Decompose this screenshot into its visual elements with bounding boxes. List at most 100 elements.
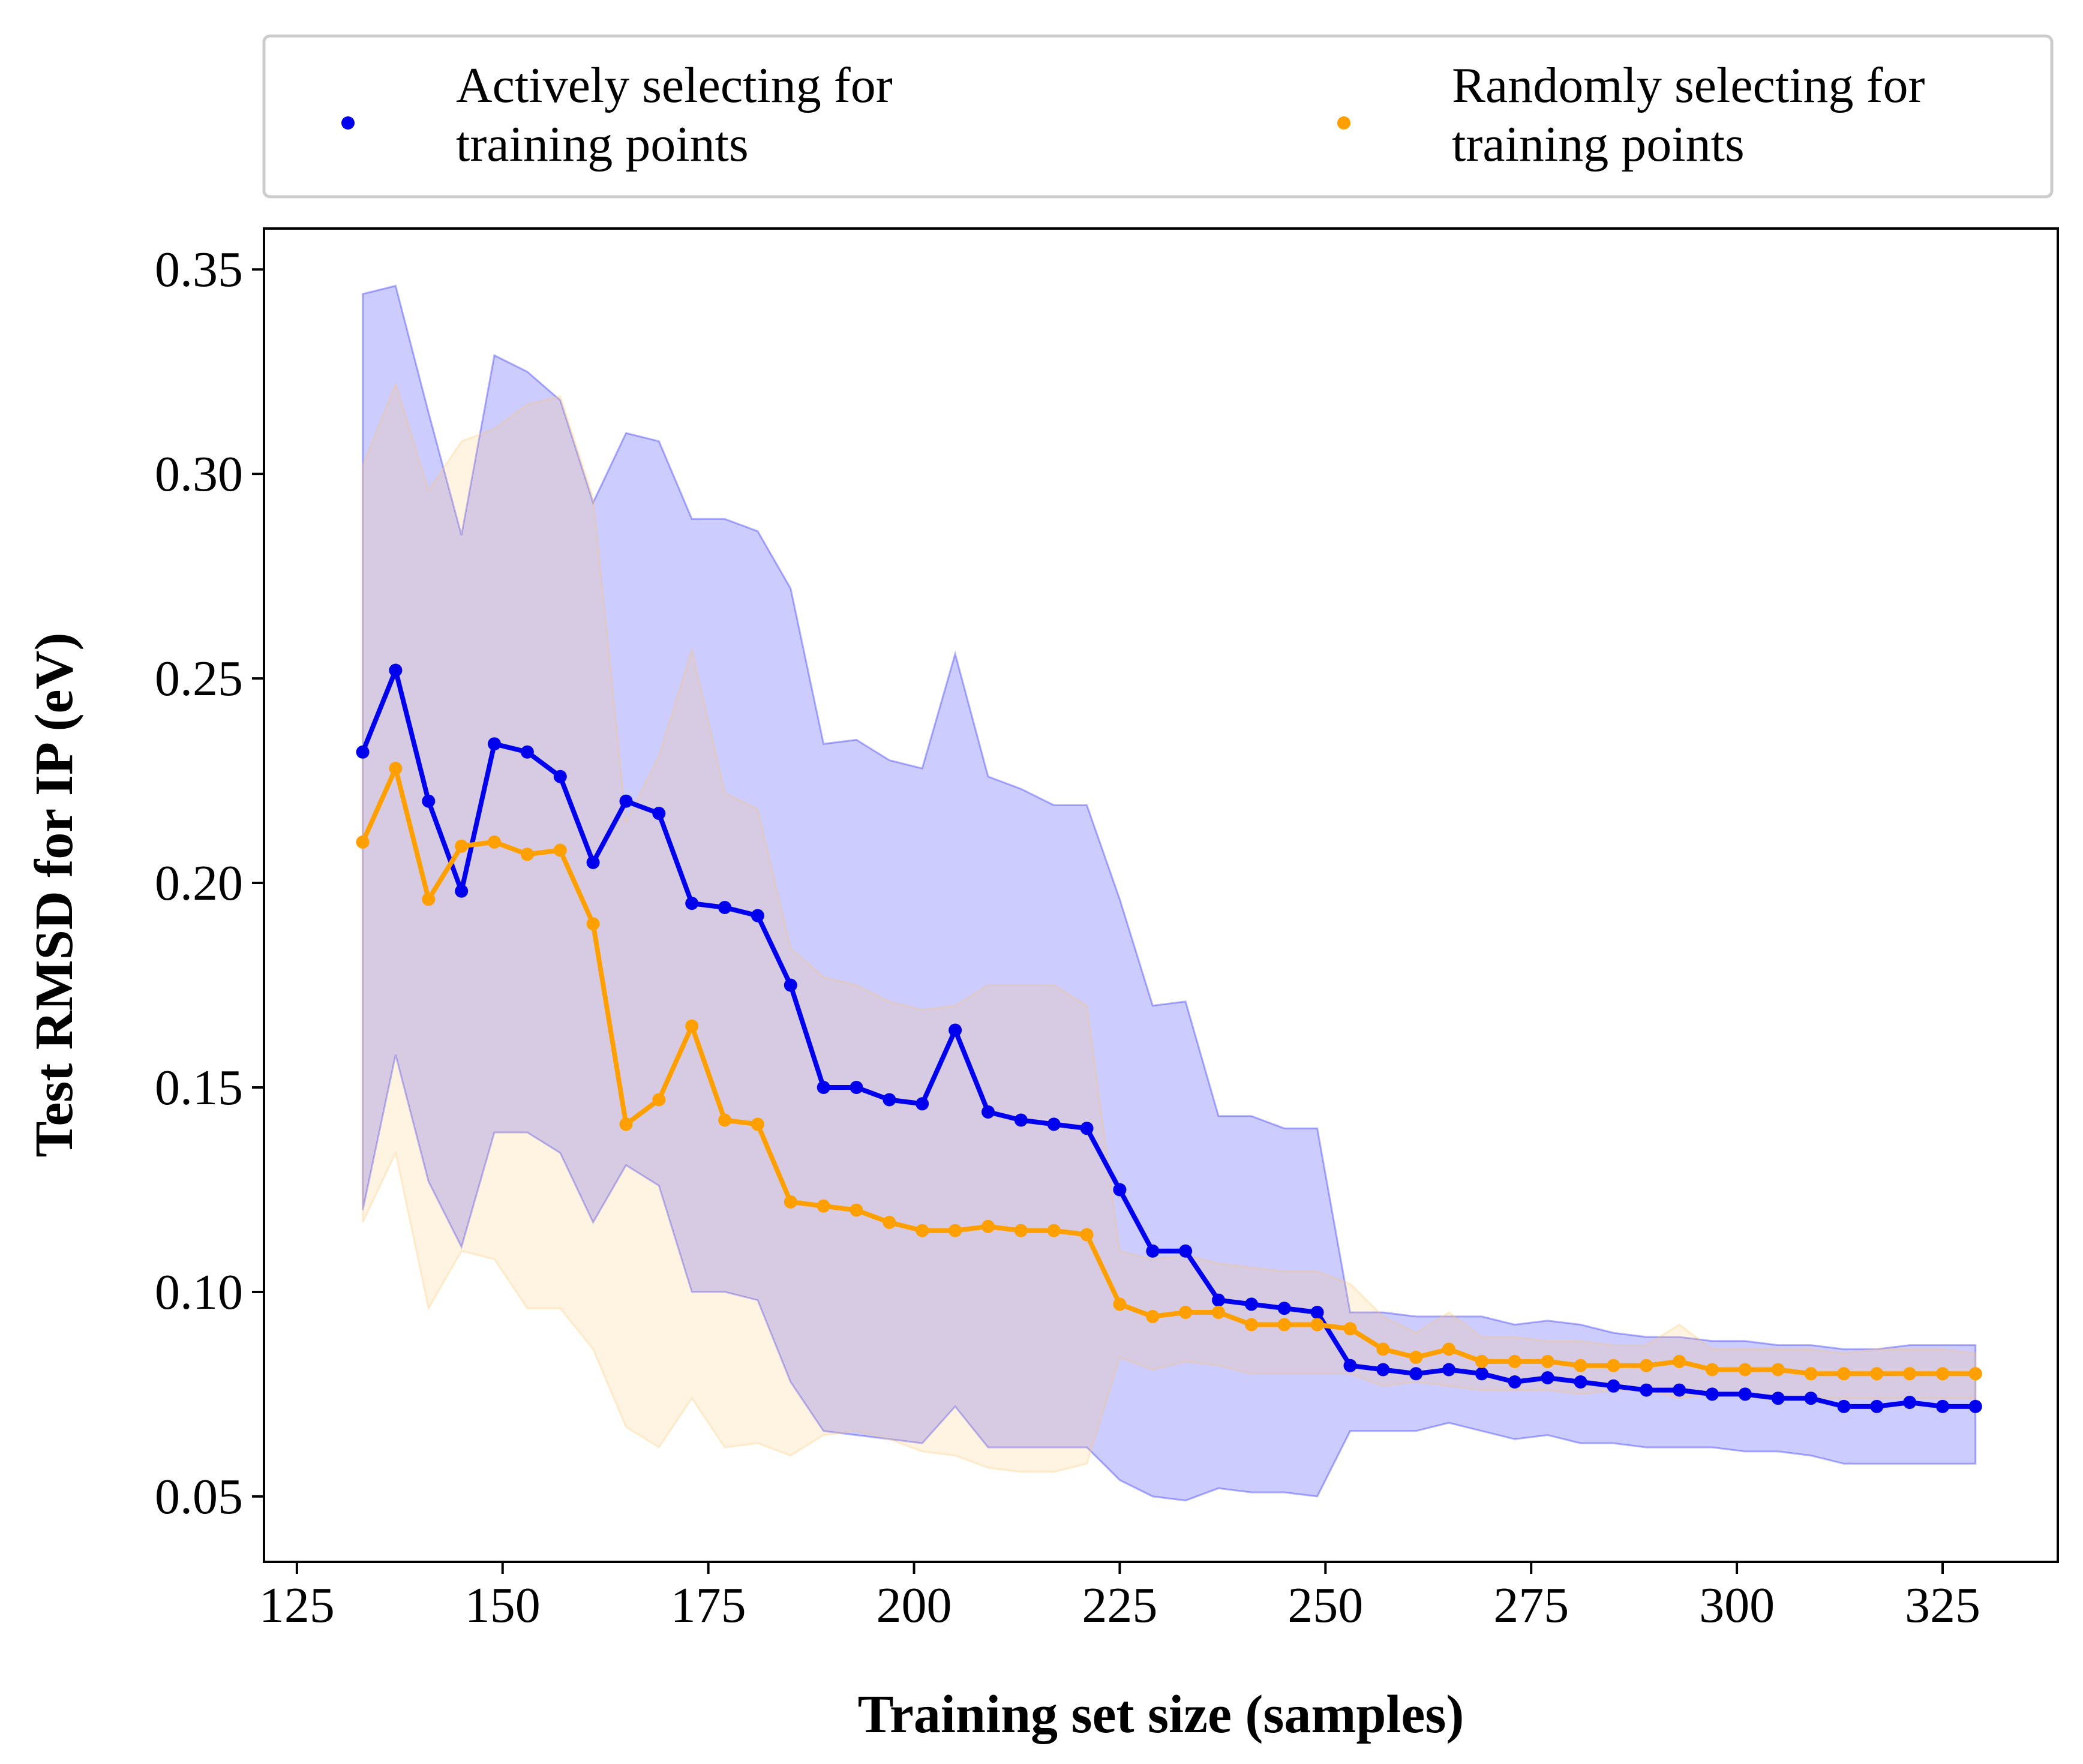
point-random: [619, 1117, 633, 1131]
point-active: [1607, 1379, 1620, 1393]
point-active: [751, 909, 764, 922]
point-active: [1113, 1183, 1127, 1197]
point-active: [1376, 1363, 1390, 1377]
point-random: [1310, 1318, 1324, 1332]
x-tick-label: 275: [1493, 1577, 1569, 1633]
point-random: [718, 1113, 732, 1127]
point-active: [685, 897, 699, 910]
legend-frame: [262, 34, 2054, 199]
point-random: [356, 835, 370, 849]
point-random: [1607, 1359, 1620, 1372]
point-active: [1541, 1371, 1554, 1385]
point-random: [455, 839, 469, 853]
point-random: [685, 1019, 699, 1033]
point-active: [619, 794, 633, 808]
point-active: [1310, 1306, 1324, 1319]
y-axis-ticks: 0.05 0.10 0.15 0.20 0.25 0.30 0.35: [155, 242, 264, 1525]
point-random: [389, 762, 403, 776]
point-random: [1870, 1367, 1884, 1381]
y-axis-title: Test RMSD for IP (eV): [25, 633, 84, 1158]
point-active: [1179, 1244, 1193, 1258]
point-active: [916, 1097, 929, 1111]
point-random: [1047, 1224, 1061, 1237]
point-active: [1804, 1392, 1818, 1405]
band-random: [362, 381, 1977, 1473]
x-tick-label: 250: [1287, 1577, 1363, 1633]
point-active: [850, 1081, 863, 1094]
point-active: [1343, 1359, 1357, 1372]
point-random: [982, 1219, 995, 1233]
point-random: [488, 835, 501, 849]
point-random: [520, 848, 534, 861]
point-random: [1080, 1228, 1094, 1242]
y-tick-label: 0.20: [155, 855, 243, 911]
point-random: [784, 1195, 797, 1209]
point-random: [916, 1224, 929, 1237]
y-tick-label: 0.05: [155, 1469, 243, 1525]
point-random: [1376, 1342, 1390, 1356]
point-active: [422, 794, 436, 808]
point-active: [718, 901, 732, 914]
point-random: [1673, 1354, 1686, 1368]
point-random: [1968, 1367, 1982, 1381]
point-active: [1047, 1117, 1061, 1131]
y-tick-label: 0.35: [155, 242, 243, 297]
legend-label-active-line2: training points: [456, 116, 749, 172]
point-random: [1409, 1351, 1423, 1364]
point-random: [1244, 1318, 1258, 1332]
point-random: [1837, 1367, 1851, 1381]
point-active: [652, 807, 666, 821]
band-active: [362, 284, 1977, 1502]
point-random: [1541, 1354, 1554, 1368]
point-random: [1442, 1342, 1455, 1356]
point-random: [883, 1216, 896, 1229]
point-active: [1409, 1367, 1423, 1381]
point-random: [1574, 1359, 1587, 1372]
legend-label-random-line2: training points: [1452, 116, 1745, 172]
point-active: [1673, 1383, 1686, 1397]
point-random: [850, 1203, 863, 1217]
point-random: [1705, 1363, 1719, 1377]
point-random: [1113, 1297, 1127, 1311]
x-tick-label: 150: [465, 1577, 541, 1633]
point-random: [1640, 1359, 1653, 1372]
point-active: [520, 745, 534, 759]
y-tick-label: 0.25: [155, 651, 243, 707]
x-tick-label: 300: [1699, 1577, 1775, 1633]
point-random: [1343, 1322, 1357, 1336]
confidence-bands: [362, 284, 1977, 1502]
point-random: [1475, 1354, 1488, 1368]
point-active: [488, 737, 501, 751]
legend-label-active-line1: Actively selecting for: [456, 58, 893, 113]
point-active: [1146, 1244, 1160, 1258]
point-random: [1179, 1306, 1193, 1319]
x-axis-title: Training set size (samples): [858, 1685, 1464, 1744]
point-random: [1146, 1309, 1160, 1323]
x-axis-ticks: 125 150 175 200 225 250 275 300 325: [259, 1562, 1980, 1633]
legend-marker-active: [341, 116, 355, 130]
point-active: [389, 663, 403, 677]
point-random: [1508, 1354, 1521, 1368]
point-active: [1014, 1113, 1028, 1127]
point-random: [949, 1224, 962, 1237]
point-random: [553, 843, 567, 857]
point-active: [949, 1023, 962, 1037]
point-active: [1244, 1297, 1258, 1311]
y-tick-label: 0.30: [155, 446, 243, 502]
point-random: [1804, 1367, 1818, 1381]
point-active: [1574, 1375, 1587, 1389]
point-active: [1442, 1363, 1455, 1377]
point-active: [1508, 1375, 1521, 1389]
point-random: [1212, 1306, 1225, 1319]
point-active: [553, 770, 567, 783]
y-tick-label: 0.10: [155, 1264, 243, 1320]
y-tick-label: 0.15: [155, 1060, 243, 1116]
point-active: [1771, 1392, 1785, 1405]
point-active: [455, 884, 469, 898]
point-active: [1080, 1122, 1094, 1135]
point-active: [1870, 1399, 1884, 1413]
point-random: [1014, 1224, 1028, 1237]
point-random: [1936, 1367, 1949, 1381]
